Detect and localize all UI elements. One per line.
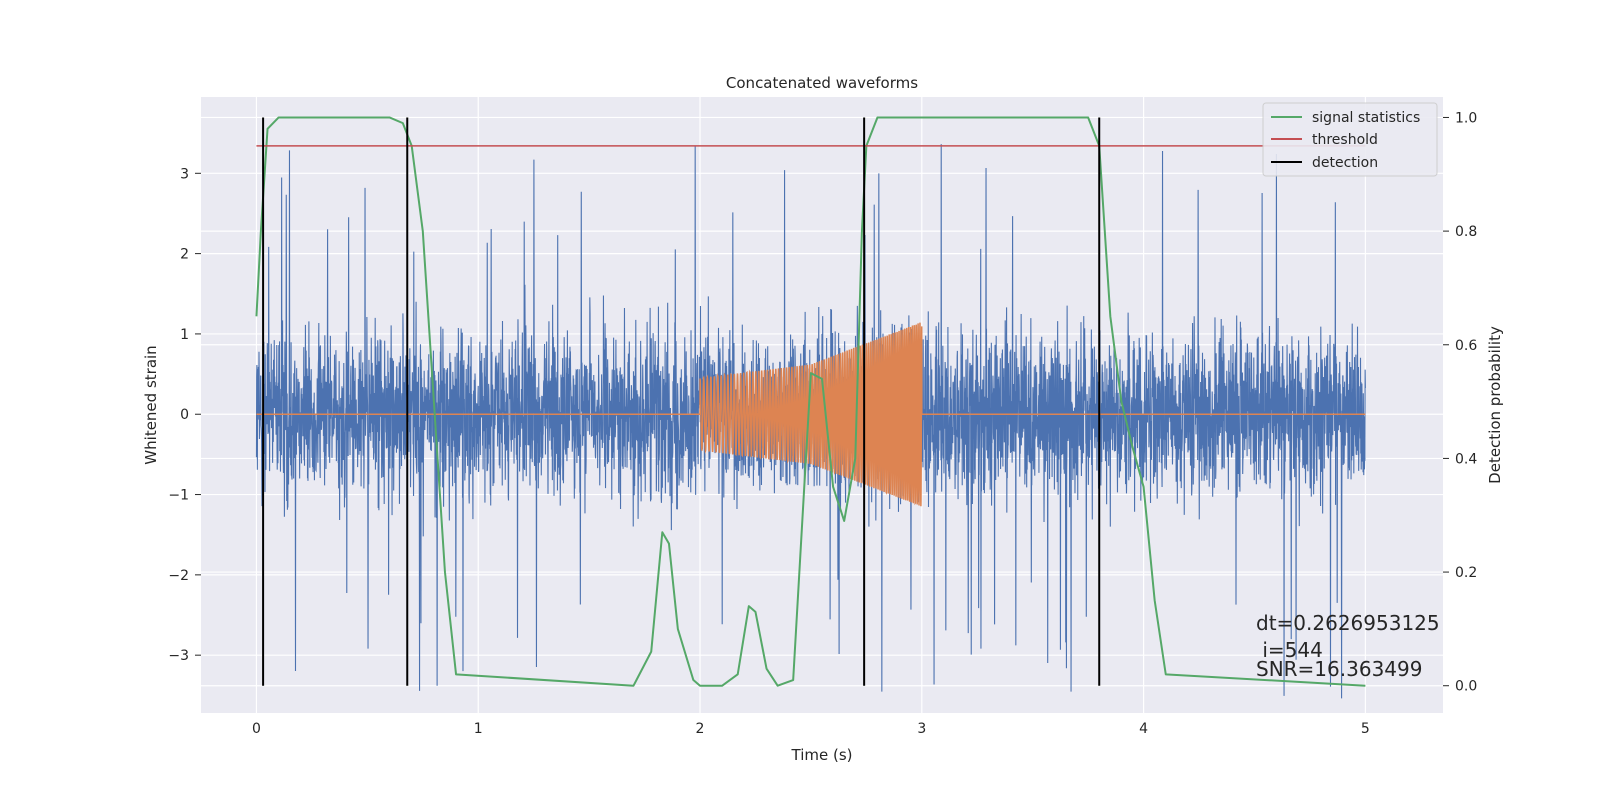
- y-tick-label: 0: [180, 407, 189, 423]
- legend-label-signal-statistics: signal statistics: [1312, 110, 1420, 126]
- y2-tick-label: 1.0: [1455, 110, 1477, 126]
- y2-tick-label: 0.0: [1455, 679, 1477, 695]
- y2-tick-label: 0.8: [1455, 224, 1477, 240]
- legend-label-detection: detection: [1312, 155, 1378, 171]
- x-tick-label: 0: [252, 721, 261, 737]
- x-tick-label: 3: [917, 721, 926, 737]
- annotation-index: i=544: [1256, 638, 1323, 662]
- y-tick-label: 2: [180, 247, 189, 263]
- injected-chirp-series: [256, 322, 1366, 507]
- y2-axis-ticks: 1.0 0.8 0.6 0.4 0.2 0.0: [1443, 110, 1477, 695]
- y-tick-label: 1: [180, 327, 189, 343]
- legend: signal statistics threshold detection: [1262, 102, 1438, 177]
- x-tick-label: 1: [474, 721, 483, 737]
- signal-statistics-line: [255, 116, 1366, 687]
- y2-tick-label: 0.2: [1455, 565, 1477, 581]
- x-tick-label: 5: [1361, 721, 1370, 737]
- annotation-snr: SNR=16.363499: [1256, 657, 1422, 681]
- x-tick-label: 4: [1139, 721, 1148, 737]
- y-axis-label: Whitened strain: [142, 345, 160, 464]
- x-tick-label: 2: [696, 721, 705, 737]
- x-axis-ticks: 0 1 2 3 4 5: [252, 721, 1370, 737]
- y2-axis-label: Detection probability: [1486, 326, 1504, 484]
- y-tick-label: −1: [168, 488, 189, 504]
- y-tick-label: 3: [180, 166, 189, 182]
- signal-statistics-series: [255, 116, 1366, 687]
- y-axis-ticks: 3 2 1 0 −1 −2 −3: [168, 166, 201, 664]
- y2-tick-label: 0.6: [1455, 338, 1477, 354]
- y-tick-label: −3: [168, 648, 189, 664]
- chart-title: Concatenated waveforms: [726, 74, 918, 92]
- injected-chirp-line: [256, 322, 1366, 507]
- detection-series: [262, 117, 1101, 686]
- y2-tick-label: 0.4: [1455, 451, 1477, 467]
- y-tick-label: −2: [168, 568, 189, 584]
- legend-label-threshold: threshold: [1312, 132, 1378, 148]
- annotation-dt: dt=0.2626953125: [1256, 611, 1440, 635]
- x-axis-label: Time (s): [791, 746, 853, 764]
